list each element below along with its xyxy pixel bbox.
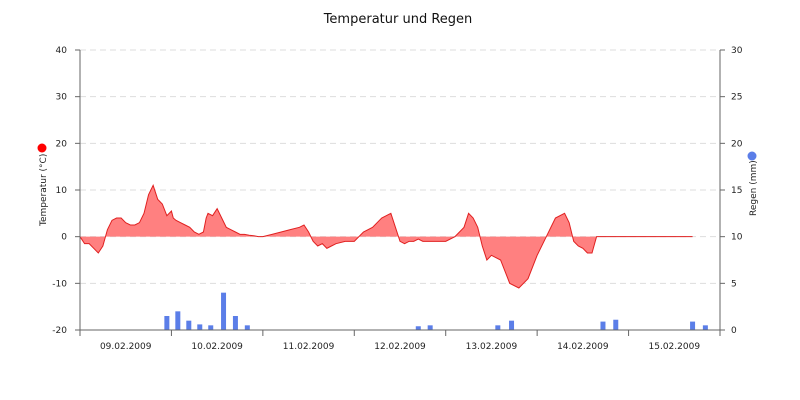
rain-bar <box>702 325 708 330</box>
rain-bar <box>509 320 515 330</box>
rain-bar <box>600 321 606 330</box>
rain-bar <box>221 292 227 330</box>
rain-bar <box>232 316 238 330</box>
rain-bar <box>197 324 203 330</box>
rain-bar <box>208 325 214 330</box>
x-tick-label: 12.02.2009 <box>374 342 426 352</box>
left-axis-title: Temperatur (°C) <box>39 154 49 227</box>
x-axis-ticks: 09.02.2009 10.02.2009 11.02.2009 12.02.2009… <box>79 330 721 352</box>
rain-legend-marker <box>747 151 757 161</box>
gridlines <box>80 49 720 284</box>
rain-bar <box>427 325 433 330</box>
left-axis-ticks: -20 -10 0 10 20 30 40 <box>52 46 80 336</box>
right-tick-label: 30 <box>731 46 743 56</box>
x-tick-label: 10.02.2009 <box>191 342 243 352</box>
rain-bar <box>495 325 501 330</box>
temperature-line <box>79 184 693 289</box>
right-axis-ticks: 0 5 10 15 20 25 30 <box>720 46 743 336</box>
rain-bar <box>690 321 696 330</box>
temperature-legend-marker <box>37 143 47 153</box>
left-tick-label: 0 <box>61 233 67 243</box>
right-axis-title: Regen (mm) <box>749 160 759 216</box>
left-tick-label: 10 <box>56 186 68 196</box>
chart-title: Temperatur und Regen <box>323 12 473 27</box>
x-tick-label: 13.02.2009 <box>466 342 518 352</box>
rain-bar <box>415 326 421 330</box>
left-tick-label: 30 <box>56 93 68 103</box>
x-tick-label: 09.02.2009 <box>100 342 152 352</box>
rain-bar <box>175 311 181 330</box>
temperature-area-fill <box>80 185 693 288</box>
right-tick-label: 15 <box>731 186 742 196</box>
left-tick-label: -20 <box>52 326 67 336</box>
right-tick-label: 20 <box>731 139 743 149</box>
rain-bars <box>164 292 708 330</box>
right-tick-label: 5 <box>731 279 737 289</box>
right-tick-label: 0 <box>731 326 737 336</box>
rain-bar <box>186 320 192 330</box>
rain-bar <box>613 319 619 330</box>
x-tick-label: 15.02.2009 <box>649 342 701 352</box>
right-tick-label: 25 <box>731 93 742 103</box>
rain-bar <box>244 325 250 330</box>
left-tick-label: -10 <box>52 279 67 289</box>
right-tick-label: 10 <box>731 233 743 243</box>
temperature-area <box>79 184 693 289</box>
x-tick-label: 14.02.2009 <box>557 342 609 352</box>
x-tick-label: 11.02.2009 <box>283 342 335 352</box>
left-tick-label: 20 <box>56 139 68 149</box>
rain-bar <box>164 316 170 330</box>
left-tick-label: 40 <box>56 46 68 56</box>
